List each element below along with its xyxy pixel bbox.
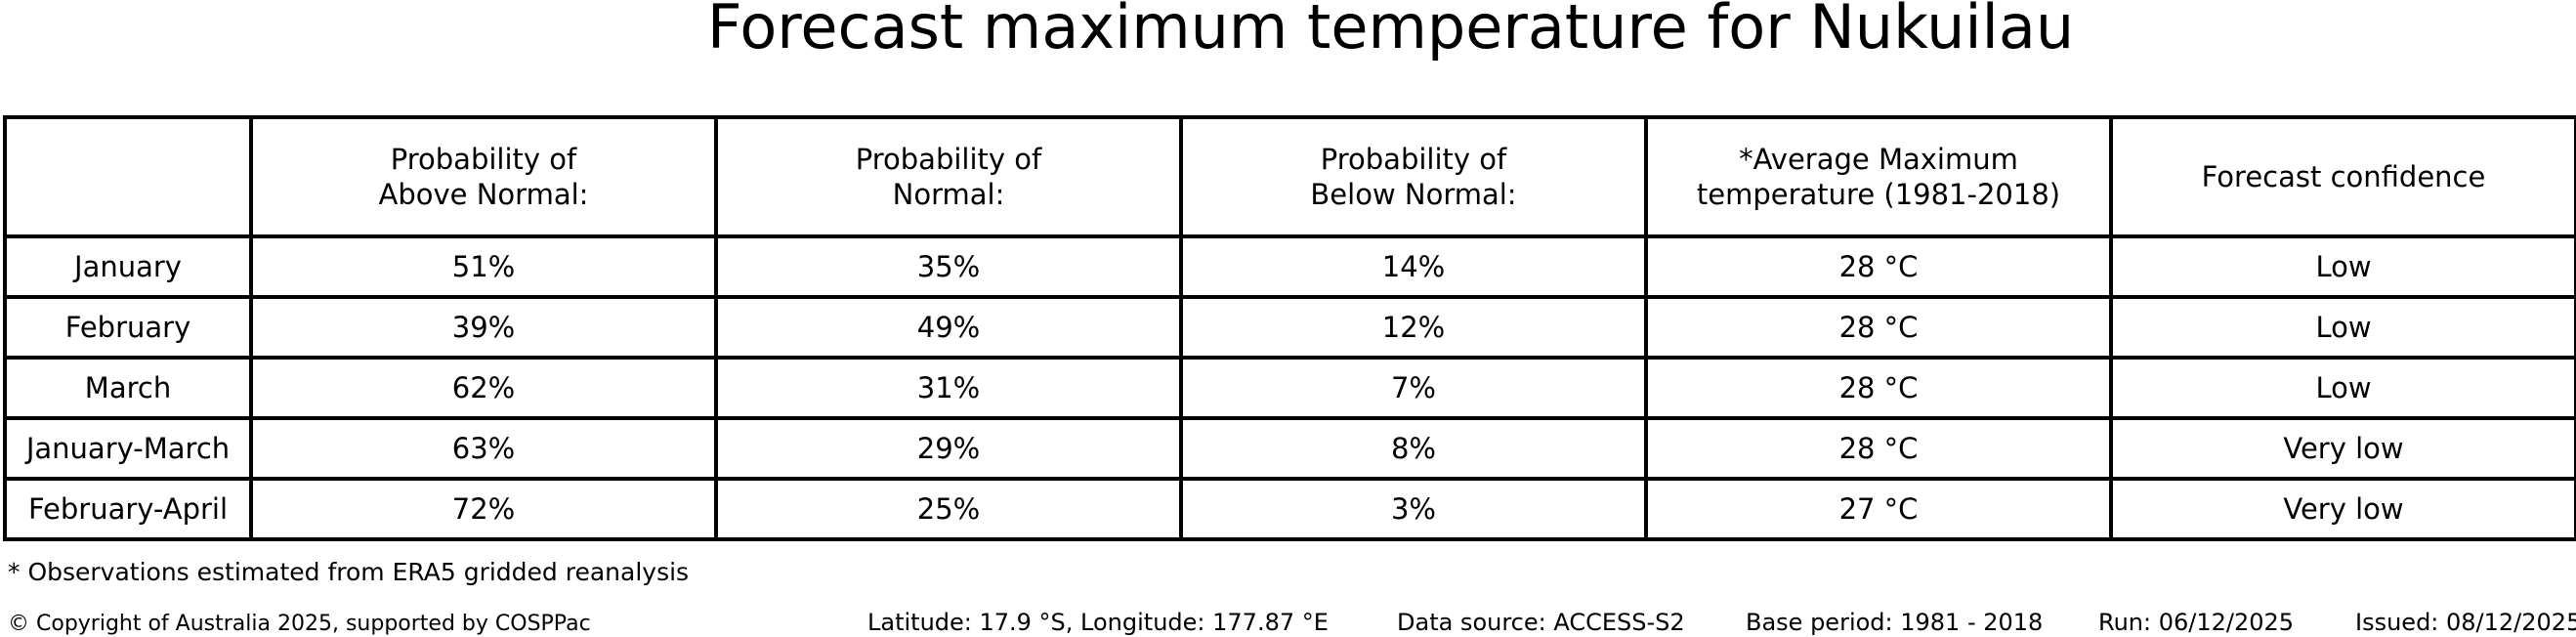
run-date-text: Run: 06/12/2025 [2098,609,2295,636]
cell-above-normal: 39% [249,295,718,360]
cell-below-normal: 14% [1179,234,1648,299]
cell-below-normal: 7% [1179,356,1648,420]
col-header-forecast-confidence: Forecast confidence [2109,115,2576,238]
row-label: February [3,295,253,360]
cell-above-normal: 51% [249,234,718,299]
cell-avg-temp: 28 °C [1644,356,2113,420]
cell-above-normal: 63% [249,416,718,481]
col-header-average-max-temp: *Average Maximum temperature (1981-2018) [1644,115,2113,238]
cell-avg-temp: 28 °C [1644,416,2113,481]
cell-avg-temp: 28 °C [1644,234,2113,299]
cell-below-normal: 12% [1179,295,1648,360]
cell-confidence: Low [2109,356,2576,420]
cell-confidence: Very low [2109,477,2576,541]
cell-normal: 29% [714,416,1183,481]
cell-confidence: Very low [2109,416,2576,481]
table-header-row: Probability of Above Normal: Probability… [3,115,2576,238]
page-title: Forecast maximum temperature for Nukuila… [706,0,2075,63]
cell-above-normal: 72% [249,477,718,541]
cell-normal: 49% [714,295,1183,360]
corner-empty-cell [3,115,253,238]
footnote-text: * Observations estimated from ERA5 gridd… [8,558,690,586]
forecast-table: Probability of Above Normal: Probability… [3,115,2576,541]
col-header-below-normal: Probability of Below Normal: [1179,115,1648,238]
cell-avg-temp: 28 °C [1644,295,2113,360]
row-label: January [3,234,253,299]
location-text: Latitude: 17.9 °S, Longitude: 177.87 °E [867,609,1329,636]
table-row: January-March 63% 29% 8% 28 °C Very low [3,416,2576,481]
table-row: February 39% 49% 12% 28 °C Low [3,295,2576,360]
base-period-text: Base period: 1981 - 2018 [1746,609,2044,636]
table-row: February-April 72% 25% 3% 27 °C Very low [3,477,2576,541]
copyright-text: © Copyright of Australia 2025, supported… [8,612,591,636]
cell-normal: 31% [714,356,1183,420]
data-source-text: Data source: ACCESS-S2 [1397,609,1685,636]
row-label: January-March [3,416,253,481]
col-header-normal: Probability of Normal: [714,115,1183,238]
row-label: February-April [3,477,253,541]
cell-below-normal: 3% [1179,477,1648,541]
cell-below-normal: 8% [1179,416,1648,481]
cell-confidence: Low [2109,295,2576,360]
cell-confidence: Low [2109,234,2576,299]
issued-date-text: Issued: 08/12/2025 [2355,609,2576,636]
cell-above-normal: 62% [249,356,718,420]
col-header-above-normal: Probability of Above Normal: [249,115,718,238]
row-label: March [3,356,253,420]
cell-avg-temp: 27 °C [1644,477,2113,541]
cell-normal: 35% [714,234,1183,299]
table-row: January 51% 35% 14% 28 °C Low [3,234,2576,299]
table-row: March 62% 31% 7% 28 °C Low [3,356,2576,420]
cell-normal: 25% [714,477,1183,541]
